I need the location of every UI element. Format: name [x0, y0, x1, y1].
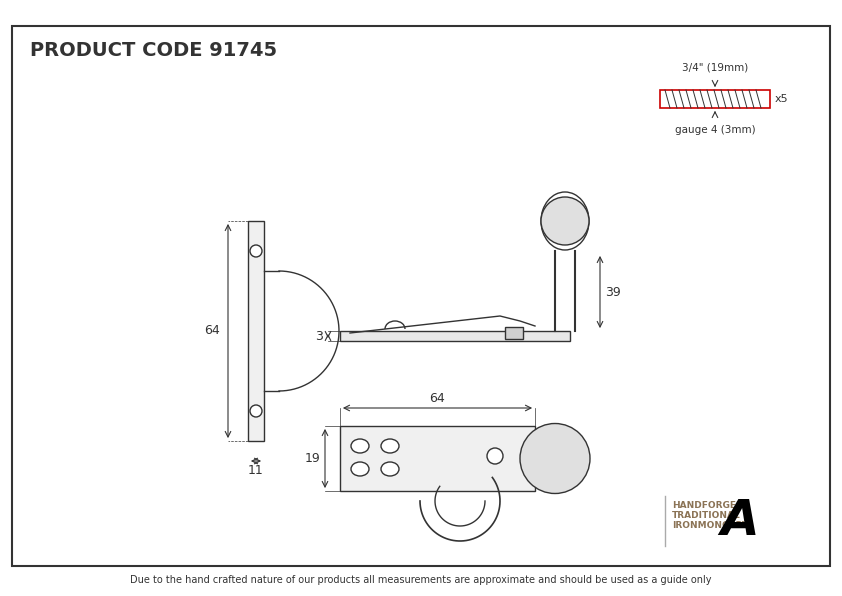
Text: x5: x5	[775, 94, 789, 104]
Ellipse shape	[351, 439, 369, 453]
Text: PRODUCT CODE 91745: PRODUCT CODE 91745	[30, 42, 277, 61]
Bar	[660, 90, 770, 108]
Circle shape	[250, 245, 262, 257]
Circle shape	[520, 424, 590, 493]
Text: 39: 39	[605, 285, 621, 299]
Text: gauge 4 (3mm): gauge 4 (3mm)	[674, 125, 755, 135]
Bar	[340, 331, 570, 341]
Bar	[340, 426, 535, 491]
Text: Due to the hand crafted nature of our products all measurements are approximate : Due to the hand crafted nature of our pr…	[131, 575, 711, 585]
Text: TRADITIONAL: TRADITIONAL	[672, 511, 741, 520]
Ellipse shape	[381, 462, 399, 476]
Bar	[248, 221, 264, 441]
Text: A: A	[721, 497, 759, 545]
Text: 19: 19	[304, 452, 320, 465]
Text: 3/4" (19mm): 3/4" (19mm)	[682, 63, 749, 73]
Text: IRONMONGERY: IRONMONGERY	[672, 522, 749, 530]
Circle shape	[541, 197, 589, 245]
Ellipse shape	[381, 439, 399, 453]
Ellipse shape	[351, 462, 369, 476]
Text: HANDFORGED: HANDFORGED	[672, 501, 743, 511]
Text: 11: 11	[248, 464, 264, 477]
Text: 64: 64	[429, 392, 445, 405]
Text: 64: 64	[205, 324, 220, 337]
Bar	[505, 327, 523, 339]
Circle shape	[487, 448, 503, 464]
Circle shape	[250, 405, 262, 417]
Text: 3: 3	[315, 330, 323, 343]
